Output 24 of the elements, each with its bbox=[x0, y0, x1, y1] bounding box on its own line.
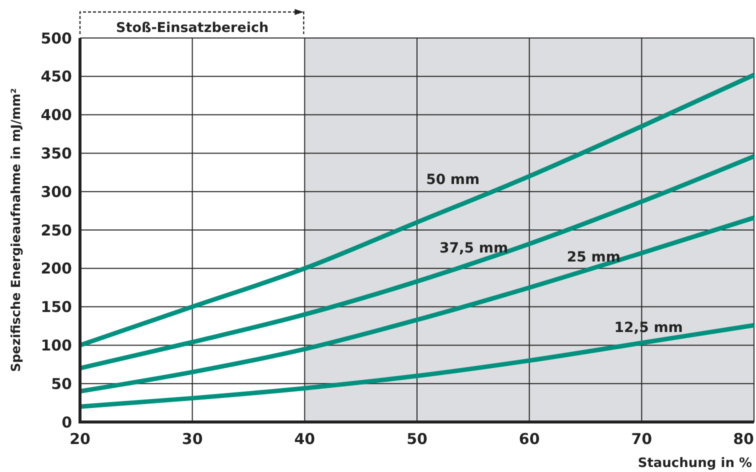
y-tick-label: 50 bbox=[51, 374, 72, 393]
text: Stoß-Einsatzbereich bbox=[116, 20, 269, 36]
x-tick-label: 70 bbox=[631, 430, 652, 448]
y-axis-title: Spezifische Energieaufnahme in mJ/mm² bbox=[8, 88, 23, 372]
y-tick-label: 100 bbox=[40, 336, 72, 354]
x-axis-title: Stauchung in % bbox=[638, 456, 752, 471]
y-tick-label: 200 bbox=[40, 260, 72, 278]
x-tick-label: 40 bbox=[294, 430, 316, 448]
x-tick-label: 80 bbox=[733, 430, 754, 448]
x-tick-label: 30 bbox=[182, 430, 203, 448]
y-tick-label: 150 bbox=[40, 298, 72, 316]
y-tick-label: 450 bbox=[40, 68, 72, 86]
y-tick-label: 0 bbox=[62, 413, 72, 432]
x-tick-label: 20 bbox=[70, 430, 90, 448]
y-tick-label: 500 bbox=[40, 29, 72, 48]
series-label: 25 mm bbox=[566, 249, 620, 266]
x-tick-label: 60 bbox=[518, 430, 540, 448]
y-tick-label: 400 bbox=[40, 106, 72, 124]
series-label: 50 mm bbox=[426, 172, 480, 188]
y-tick-label: 250 bbox=[40, 221, 72, 240]
y-tick-label: 300 bbox=[40, 182, 72, 201]
series-label: 37,5 mm bbox=[440, 240, 508, 257]
x-tick-label: 50 bbox=[406, 430, 428, 448]
y-tick-label: 350 bbox=[40, 144, 72, 162]
